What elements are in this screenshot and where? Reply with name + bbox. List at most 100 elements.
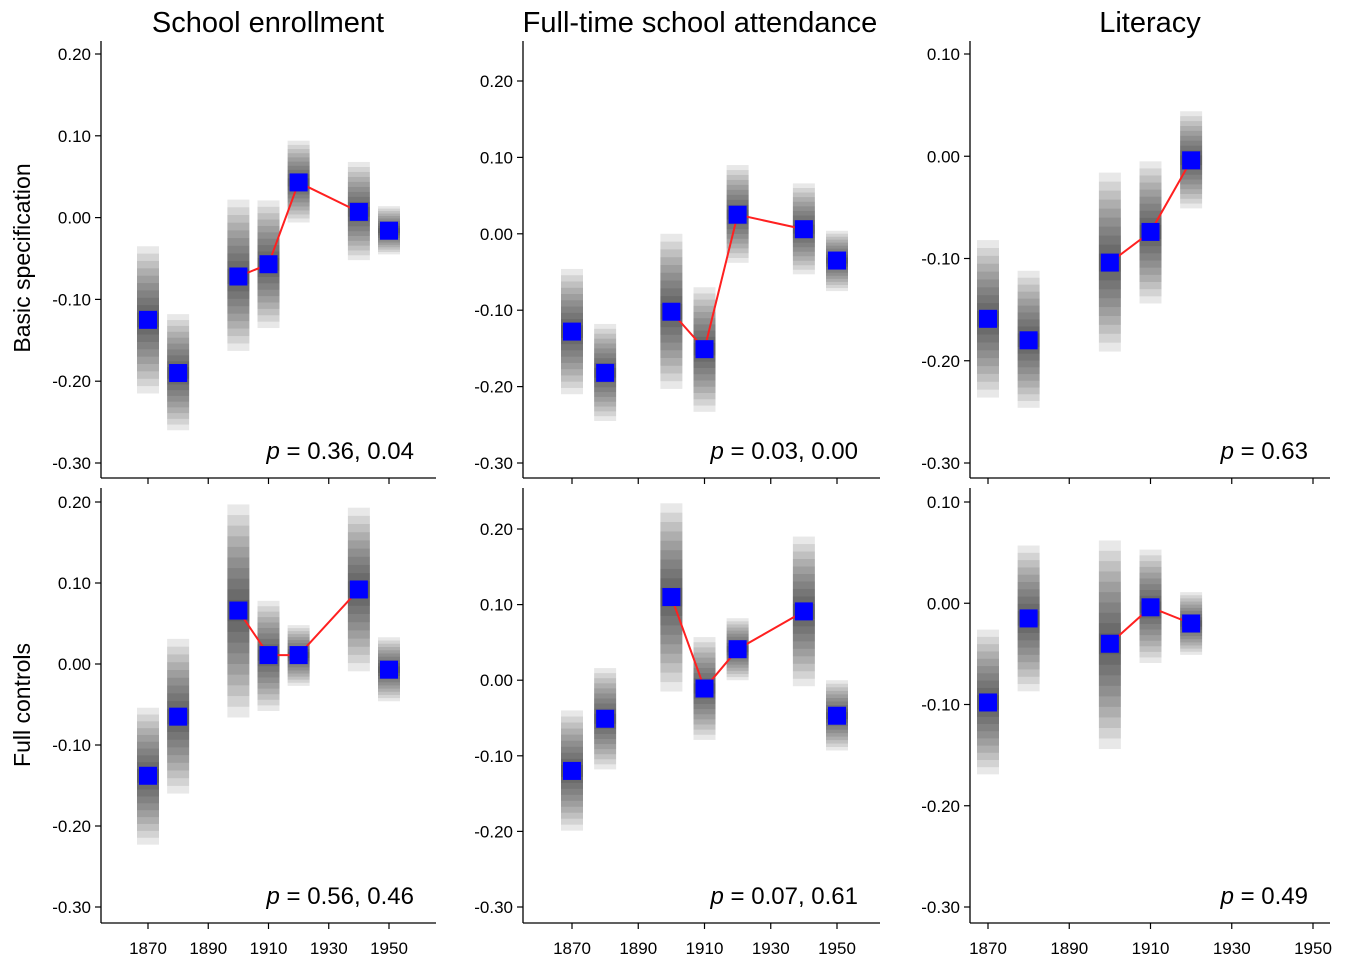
point-marker	[828, 251, 846, 270]
p-symbol: p	[1220, 883, 1234, 910]
x-tick-label: 1890	[619, 939, 657, 958]
point-marker	[563, 322, 581, 341]
point-marker	[259, 255, 278, 274]
point-marker	[380, 221, 398, 240]
point-marker	[794, 220, 813, 239]
point-marker	[828, 706, 846, 725]
point-marker	[139, 310, 157, 329]
trend-line	[237, 181, 360, 278]
panel-2: -0.30 -0.20 -0.10 0.00 0.10 0.20 p = 0.03, 0.0…	[474, 41, 880, 484]
x-tick-label: 1950	[370, 939, 408, 958]
y-tick-label: 0.10	[927, 493, 960, 512]
y-tick-label: -0.10	[52, 736, 91, 755]
x-tick-label: 1870	[553, 939, 591, 958]
point-marker	[1019, 331, 1038, 350]
point-marker	[229, 267, 248, 286]
y-tick-label: 0.00	[927, 594, 960, 613]
panel-6: -0.30 -0.20 -0.10 0.00 0.10 1870 1890 1910 1930 1…	[921, 488, 1332, 958]
y-tick-label: 0.00	[480, 225, 513, 244]
p-value-annotation: p = 0.49	[1220, 883, 1308, 910]
p-value-annotation: p = 0.63	[1220, 438, 1308, 465]
p-value-text: = 0.36, 0.04	[280, 438, 414, 465]
point-marker	[1182, 614, 1201, 633]
y-tick-label: -0.30	[52, 898, 91, 917]
point-marker	[596, 363, 615, 382]
point-marker	[289, 173, 308, 192]
y-tick-label: -0.20	[52, 372, 91, 391]
point-marker	[229, 601, 248, 620]
point-marker	[259, 646, 278, 665]
x-tick-label: 1890	[1050, 939, 1088, 958]
p-value-annotation: p = 0.07, 0.61	[710, 883, 858, 910]
p-symbol: p	[1220, 438, 1234, 465]
x-tick-label: 1930	[310, 939, 348, 958]
point-marker	[794, 602, 813, 621]
y-tick-label: -0.20	[474, 378, 513, 397]
x-tick-label: 1950	[1294, 939, 1332, 958]
point-marker	[1182, 151, 1201, 170]
y-tick-label: -0.30	[52, 454, 91, 473]
y-tick-label: -0.10	[921, 250, 960, 269]
y-tick-label: 0.20	[58, 45, 91, 64]
x-tick-label: 1910	[250, 939, 288, 958]
y-tick-label: -0.10	[474, 747, 513, 766]
y-tick-label: 0.20	[480, 72, 513, 91]
p-value-text: = 0.63	[1234, 438, 1308, 465]
y-tick-label: 0.10	[58, 127, 91, 146]
point-marker	[979, 693, 997, 712]
y-tick-label: 0.10	[480, 148, 513, 167]
y-tick-label: -0.30	[921, 898, 960, 917]
point-marker	[979, 309, 997, 328]
x-tick-label: 1910	[686, 939, 724, 958]
point-marker	[596, 709, 615, 728]
p-value-text: = 0.03, 0.00	[724, 438, 858, 465]
point-marker	[349, 580, 368, 599]
y-tick-label: -0.20	[52, 817, 91, 836]
y-tick-label: 0.10	[480, 596, 513, 615]
point-marker	[289, 646, 308, 665]
point-marker	[1141, 222, 1160, 241]
p-value-text: = 0.49	[1234, 883, 1308, 910]
row-labels: Basic specification Full controls	[9, 163, 35, 767]
point-marker	[380, 660, 398, 679]
p-value-annotation: p = 0.36, 0.04	[266, 438, 414, 465]
p-symbol: p	[710, 438, 724, 465]
y-tick-label: -0.20	[474, 822, 513, 841]
p-value-text: = 0.07, 0.61	[724, 883, 858, 910]
point-marker	[1019, 609, 1038, 628]
point-marker	[1100, 634, 1119, 653]
p-value-annotation: p = 0.03, 0.00	[710, 438, 858, 465]
x-tick-label: 1950	[818, 939, 856, 958]
x-tick-label: 1930	[752, 939, 790, 958]
row-label-basic-specification: Basic specification	[9, 163, 35, 352]
x-tick-label: 1930	[1213, 939, 1251, 958]
y-tick-label: -0.10	[52, 290, 91, 309]
column-title-school-enrollment: School enrollment	[152, 7, 384, 39]
p-symbol: p	[710, 883, 724, 910]
y-tick-label: -0.10	[921, 696, 960, 715]
y-tick-label: -0.30	[474, 454, 513, 473]
point-marker	[728, 205, 747, 224]
panel-3: -0.30 -0.20 -0.10 0.00 0.10 p = 0.63	[921, 41, 1330, 484]
p-symbol: p	[266, 883, 280, 910]
column-title-literacy: Literacy	[1099, 7, 1201, 39]
row-label-full-controls: Full controls	[9, 643, 35, 767]
y-tick-label: 0.20	[480, 520, 513, 539]
column-title-full-time-attendance: Full-time school attendance	[523, 7, 878, 39]
point-marker	[695, 679, 714, 698]
point-marker	[563, 761, 581, 780]
panel-4: -0.30 -0.20 -0.10 0.00 0.10 0.20 1870 1890 1910 1…	[52, 488, 436, 958]
point-marker	[728, 640, 747, 659]
y-tick-label: 0.00	[480, 671, 513, 690]
y-tick-label: 0.20	[58, 493, 91, 512]
x-tick-label: 1870	[129, 939, 167, 958]
point-marker	[349, 202, 368, 221]
panel-5: -0.30 -0.20 -0.10 0.00 0.10 0.20 1870 1890 1910 1…	[474, 488, 880, 958]
trend-line	[670, 213, 805, 352]
x-tick-label: 1910	[1132, 939, 1170, 958]
point-marker	[139, 766, 157, 785]
point-marker	[1100, 253, 1119, 272]
y-tick-label: 0.10	[927, 45, 960, 64]
point-marker	[1141, 598, 1160, 617]
